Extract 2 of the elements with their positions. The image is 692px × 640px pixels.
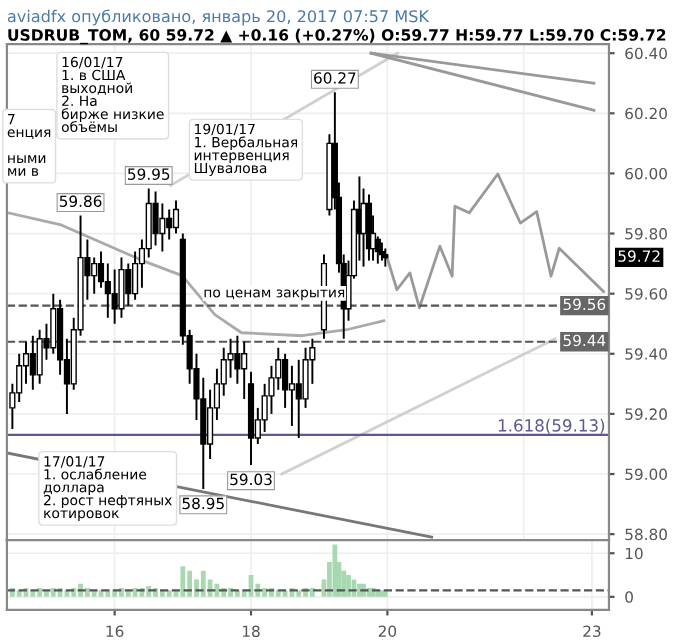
ref-line-label: 1.618(59.13) [498, 418, 605, 434]
chart-title: aviadfx опубликовано, январь 20, 2017 07:57 MSK [7, 9, 430, 26]
